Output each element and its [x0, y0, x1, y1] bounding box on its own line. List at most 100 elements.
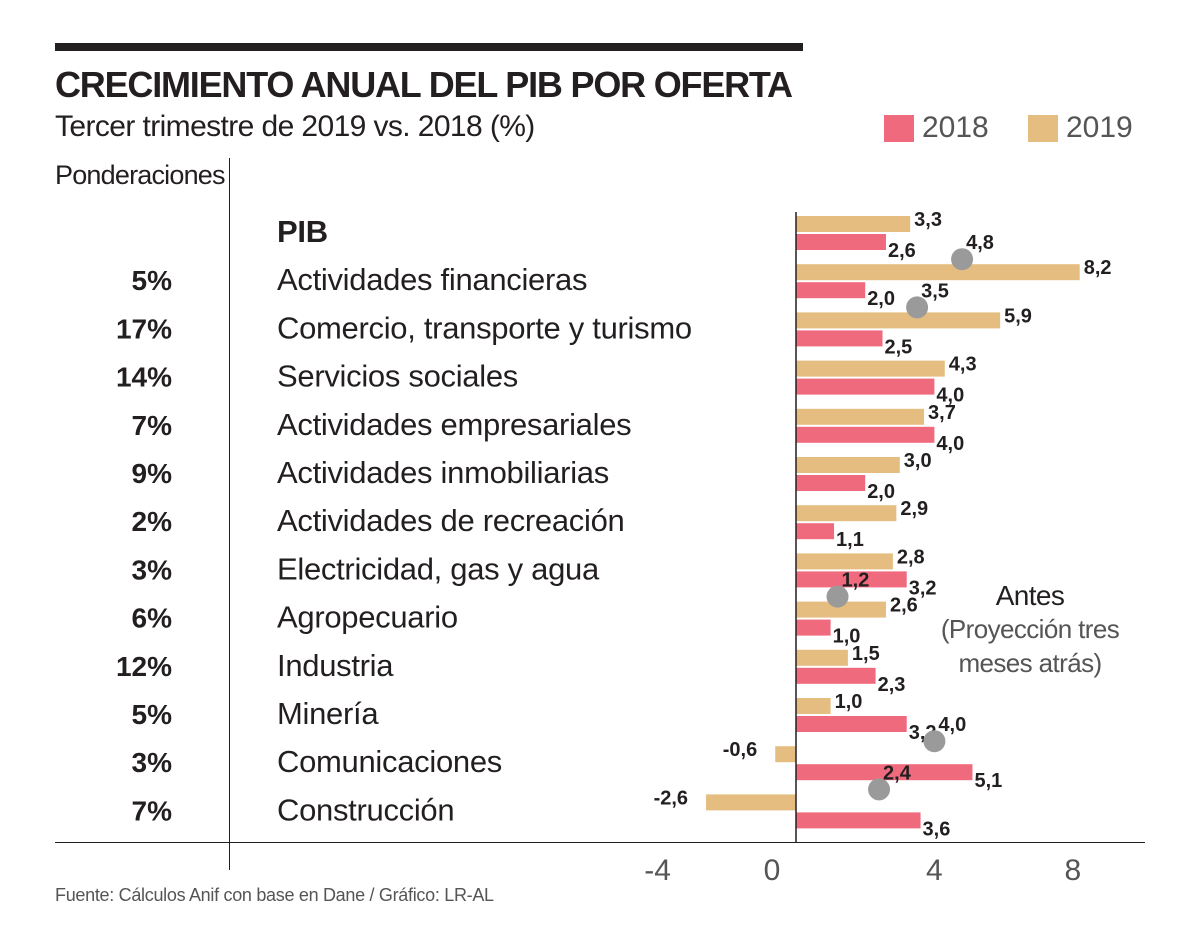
bar-2019-pib	[796, 216, 911, 232]
projection-label-comercio-transporte-y-turismo: 3,5	[921, 280, 949, 302]
weight-label-electricidad-gas-y-agua: 3%	[132, 554, 173, 585]
bar-2018-comercio-transporte-y-turismo	[796, 330, 883, 347]
category-label-electricidad-gas-y-agua: Electricidad, gas y agua	[277, 551, 600, 586]
value-label-2018-actividades-financieras: 2,0	[867, 288, 895, 310]
projection-label-construccion: 2,4	[883, 762, 912, 784]
projection-note-line1: (Proyección tres	[940, 614, 1120, 644]
projection-note: Antes (Proyección tres meses atrás)	[930, 580, 1130, 680]
category-label-construccion: Construcción	[277, 792, 454, 827]
weight-label-servicios-sociales: 14%	[116, 362, 172, 393]
category-label-pib: PIB	[277, 214, 328, 249]
bar-2019-mineria	[796, 698, 831, 714]
bar-2018-actividades-financieras	[796, 282, 866, 299]
value-label-2019-actividades-empresariales: 3,7	[928, 402, 956, 424]
bar-2018-pib	[796, 234, 886, 250]
value-label-2019-industria: 1,5	[852, 643, 880, 665]
ponderaciones-divider	[229, 158, 230, 870]
value-label-2018-actividades-inmobiliarias: 2,0	[867, 481, 895, 503]
bar-2019-actividades-financieras	[796, 264, 1080, 281]
value-label-2018-comercio-transporte-y-turismo: 2,5	[885, 336, 913, 358]
bar-2018-actividades-de-recreacion	[796, 523, 835, 540]
weight-label-comunicaciones: 3%	[132, 747, 173, 778]
weight-label-mineria: 5%	[132, 699, 173, 730]
projection-label-actividades-financieras: 4,8	[966, 232, 994, 254]
legend-item-2018: 2018	[884, 110, 989, 146]
bar-2018-actividades-inmobiliarias	[796, 475, 866, 491]
bar-2019-comercio-transporte-y-turismo	[796, 312, 1001, 329]
bar-2019-comunicaciones	[775, 746, 796, 763]
value-label-2019-actividades-de-recreacion: 2,9	[900, 498, 928, 520]
chart-title: CRECIMIENTO ANUAL DEL PIB POR OFERTA	[55, 64, 793, 105]
projection-marker-comunicaciones	[923, 730, 946, 753]
bar-2018-mineria	[796, 716, 907, 732]
value-label-2018-pib: 2,6	[888, 240, 916, 262]
bar-2019-agropecuario	[796, 601, 886, 618]
weight-label-actividades-financieras: 5%	[132, 265, 173, 296]
bar-2018-electricidad-gas-y-agua	[796, 571, 907, 588]
baseline-rule	[55, 842, 1145, 843]
x-tick-label-minus-4: -4	[644, 854, 671, 887]
weight-label-industria: 12%	[116, 651, 172, 682]
bar-2019-actividades-inmobiliarias	[796, 457, 900, 473]
legend-item-2019: 2019	[1028, 110, 1133, 146]
value-label-2019-construccion: -2,6	[654, 787, 688, 809]
category-label-servicios-sociales: Servicios sociales	[277, 359, 518, 394]
category-label-industria: Industria	[277, 648, 394, 683]
bar-2018-agropecuario	[796, 619, 831, 636]
value-label-2018-comunicaciones: 5,1	[974, 770, 1002, 792]
bar-2019-servicios-sociales	[796, 360, 945, 377]
weight-label-construccion: 7%	[132, 795, 173, 826]
value-label-2018-industria: 2,3	[878, 674, 906, 696]
bar-2019-industria	[796, 649, 848, 666]
x-tick-label-8: 8	[1064, 854, 1081, 887]
projection-marker-agropecuario	[826, 585, 849, 608]
bar-2018-comunicaciones	[796, 764, 973, 781]
value-label-2019-comercio-transporte-y-turismo: 5,9	[1004, 305, 1032, 327]
category-label-agropecuario: Agropecuario	[277, 600, 458, 635]
value-label-2019-agropecuario: 2,6	[890, 595, 918, 617]
value-label-2018-servicios-sociales: 4,0	[936, 385, 964, 407]
category-label-mineria: Minería	[277, 696, 379, 731]
value-label-2019-comunicaciones: -0,6	[723, 739, 757, 761]
bar-2019-actividades-de-recreacion	[796, 505, 897, 522]
value-label-2018-agropecuario: 1,0	[833, 626, 861, 648]
legend-label-2019: 2019	[1066, 111, 1133, 144]
bar-2018-servicios-sociales	[796, 378, 935, 395]
value-label-2019-pib: 3,3	[914, 209, 942, 231]
category-label-comercio-transporte-y-turismo: Comercio, transporte y turismo	[277, 310, 692, 345]
value-label-2019-actividades-inmobiliarias: 3,0	[904, 450, 932, 472]
projection-marker-comercio-transporte-y-turismo	[906, 296, 929, 319]
value-label-2019-electricidad-gas-y-agua: 2,8	[897, 546, 925, 568]
weight-label-comercio-transporte-y-turismo: 17%	[116, 313, 172, 344]
value-label-2018-construccion: 3,6	[923, 818, 951, 840]
value-label-2019-mineria: 1,0	[835, 691, 863, 713]
bar-2018-construccion	[796, 812, 921, 829]
bar-2018-industria	[796, 667, 876, 684]
weight-label-actividades-de-recreacion: 2%	[132, 506, 173, 537]
category-label-actividades-financieras: Actividades financieras	[277, 262, 587, 297]
value-label-2018-actividades-empresariales: 4,0	[936, 433, 964, 455]
x-tick-label-0: 0	[764, 854, 781, 887]
projection-label-agropecuario: 1,2	[842, 570, 870, 592]
x-tick-label-4: 4	[926, 854, 943, 887]
bar-2019-actividades-empresariales	[796, 408, 925, 425]
bar-2018-actividades-empresariales	[796, 426, 935, 443]
ponderaciones-heading: Ponderaciones	[55, 160, 226, 190]
legend-swatch-2019	[1028, 114, 1058, 142]
source-note: Fuente: Cálculos Anif con base en Dane /…	[55, 885, 494, 905]
value-label-2018-electricidad-gas-y-agua: 3,2	[909, 577, 937, 599]
top-rule	[55, 43, 803, 51]
category-label-actividades-de-recreacion: Actividades de recreación	[277, 503, 624, 538]
projection-label-comunicaciones: 4,0	[938, 714, 966, 736]
category-label-actividades-inmobiliarias: Actividades inmobiliarias	[277, 455, 609, 490]
bar-2019-construccion	[706, 794, 796, 811]
weight-label-actividades-inmobiliarias: 9%	[132, 458, 173, 489]
category-label-actividades-empresariales: Actividades empresariales	[277, 407, 631, 442]
weight-label-actividades-empresariales: 7%	[132, 410, 173, 441]
projection-marker-actividades-financieras	[951, 248, 974, 271]
legend-swatch-2018	[884, 114, 914, 142]
weight-label-agropecuario: 6%	[132, 603, 173, 634]
projection-note-line2: meses atrás)	[958, 648, 1102, 678]
value-label-2019-servicios-sociales: 4,3	[949, 354, 977, 376]
